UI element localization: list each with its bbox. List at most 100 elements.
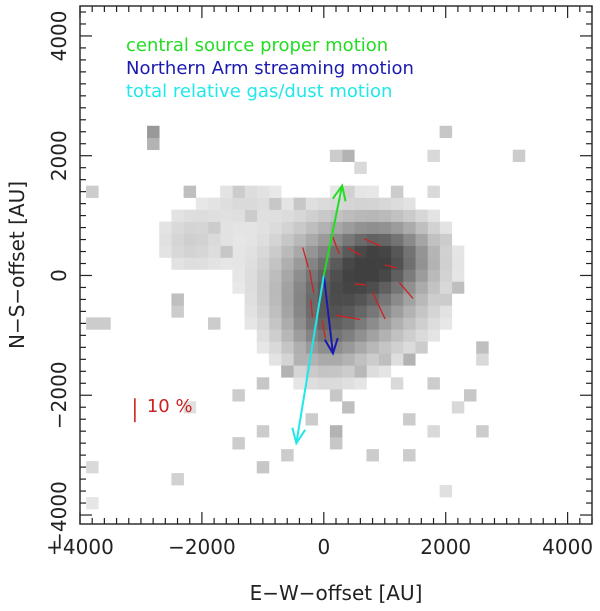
map-pixel-133 [293, 293, 306, 306]
map-pixel-87 [390, 317, 404, 330]
map-pixel-329 [427, 149, 440, 162]
map-pixel-88 [378, 317, 392, 330]
map-pixel-153 [281, 281, 294, 294]
x-tick-label-1: −2000 [168, 535, 236, 559]
map-pixel-112 [329, 305, 343, 318]
map-pixel-196 [220, 257, 233, 270]
map-pixel-294 [183, 209, 197, 222]
map-pixel-66 [268, 341, 282, 354]
x-tick-label-2: 0 [317, 535, 330, 559]
map-pixel-194 [244, 257, 258, 270]
map-pixel-166 [354, 269, 367, 282]
map-pixel-77 [317, 329, 331, 342]
map-pixel-90 [354, 317, 367, 330]
map-pixel-48 [317, 353, 331, 366]
map-pixel-177 [451, 257, 465, 270]
map-pixel-56 [390, 341, 404, 354]
map-pixel-334 [147, 125, 160, 139]
map-pixel-3 [256, 461, 270, 474]
map-pixel-14 [403, 413, 416, 426]
map-pixel-36 [317, 365, 331, 378]
map-pixel-199 [183, 257, 197, 270]
map-pixel-52 [268, 353, 282, 366]
map-pixel-302 [329, 197, 343, 210]
map-pixel-297 [390, 197, 404, 210]
motion-arrow-head-0 [331, 183, 347, 202]
map-pixel-74 [354, 329, 367, 342]
map-pixel-330 [342, 149, 355, 162]
map-pixel-252 [415, 221, 428, 234]
legend-entry-northern-arm: Northern Arm streaming motion [126, 58, 414, 79]
map-pixel-234 [342, 233, 355, 246]
map-pixel-2 [171, 473, 184, 486]
map-pixel-53 [476, 341, 489, 354]
map-pixel-217 [256, 245, 270, 258]
map-pixel-121 [439, 293, 453, 306]
map-pixel-93 [317, 317, 331, 330]
map-pixel-316 [366, 185, 379, 198]
map-pixel-243 [232, 233, 245, 246]
map-pixel-220 [220, 245, 233, 258]
polarization-vectors [302, 236, 414, 339]
map-pixel-261 [305, 221, 319, 234]
map-pixel-299 [366, 197, 379, 210]
map-pixel-327 [354, 161, 367, 174]
map-pixel-139 [451, 281, 465, 294]
map-pixel-1 [439, 485, 453, 498]
map-pixel-40 [476, 353, 489, 366]
map-pixel-333 [439, 125, 453, 139]
map-pixel-181 [403, 257, 416, 270]
map-pixel-326 [86, 185, 99, 198]
map-pixel-60 [342, 341, 355, 354]
map-pixel-309 [244, 197, 258, 210]
map-pixel-192 [268, 257, 282, 270]
map-pixel-184 [366, 257, 379, 270]
map-pixel-18 [183, 401, 197, 414]
map-pixel-312 [208, 197, 221, 210]
polarization-vector-5 [354, 283, 367, 286]
map-pixel-215 [281, 245, 294, 258]
map-pixel-89 [366, 317, 379, 330]
map-pixel-254 [390, 221, 404, 234]
map-pixel-244 [220, 233, 233, 246]
map-pixel-148 [342, 281, 355, 294]
map-pixel-253 [403, 221, 416, 234]
map-pixel-55 [403, 341, 416, 354]
motion-arrow-1 [322, 275, 334, 354]
map-pixel-165 [366, 269, 379, 282]
polarization-vector-1 [347, 247, 362, 256]
map-pixel-170 [305, 269, 319, 282]
map-pixel-315 [390, 185, 404, 198]
map-pixel-32 [366, 365, 379, 378]
map-pixel-132 [305, 293, 319, 306]
map-pixel-69 [415, 329, 428, 342]
x-tick-label-3: 2000 [420, 535, 471, 559]
polarization-vector-3 [384, 264, 397, 269]
map-pixel-24 [354, 377, 367, 390]
map-pixel-20 [329, 389, 343, 402]
map-pixel-140 [439, 281, 453, 294]
map-pixel-298 [378, 197, 392, 210]
polarization-vector-2 [364, 238, 382, 247]
map-pixel-79 [293, 329, 306, 342]
map-pixel-210 [342, 245, 355, 258]
map-pixel-193 [256, 257, 270, 270]
map-pixel-265 [256, 221, 270, 234]
map-pixel-313 [195, 197, 209, 210]
map-pixel-273 [159, 221, 172, 234]
map-pixel-325 [183, 185, 197, 198]
map-pixel-201 [451, 245, 465, 258]
map-pixel-80 [281, 329, 294, 342]
polarization-vector-11 [321, 320, 327, 339]
map-pixel-164 [378, 269, 392, 282]
map-pixel-275 [415, 209, 428, 222]
map-pixel-117 [268, 305, 282, 318]
map-pixel-28 [305, 377, 319, 390]
polarization-vector-6 [371, 291, 386, 320]
map-pixel-303 [317, 197, 331, 210]
map-pixel-91 [342, 317, 355, 330]
map-pixel-276 [403, 209, 416, 222]
map-pixel-224 [171, 245, 184, 258]
map-pixel-141 [427, 281, 440, 294]
map-pixel-130 [329, 293, 343, 306]
